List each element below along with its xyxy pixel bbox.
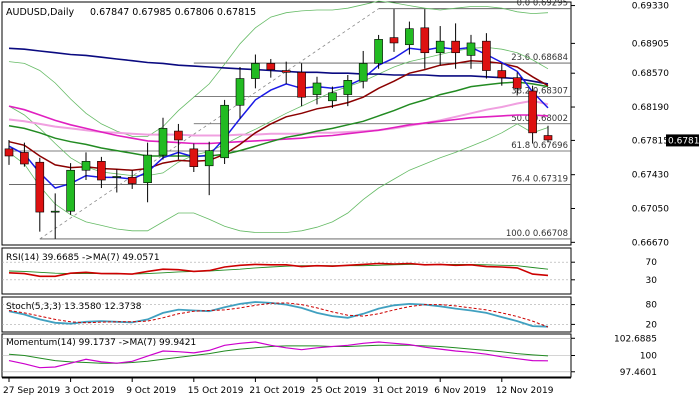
bollinger-lower <box>8 123 549 233</box>
candle-body <box>97 161 106 181</box>
candle-body <box>405 28 414 46</box>
x-tick-label: 3 Oct 2019 <box>65 386 115 396</box>
candle-body <box>158 128 168 156</box>
rsi-line <box>8 262 549 278</box>
momentum-tick-label: 97.4601 <box>620 368 657 378</box>
y-tick-label: 0.68190 <box>632 103 669 113</box>
candle-body <box>343 80 353 95</box>
y-tick-label: 0.66670 <box>632 238 669 248</box>
candle-body <box>127 177 137 184</box>
y-tick-label: 0.68905 <box>632 39 669 49</box>
stoch-tick-label: 20 <box>646 320 658 330</box>
x-tick-label: 6 Nov 2019 <box>434 386 486 396</box>
stoch-label: Stoch(5,3,3) 13.3580 12.3738 <box>6 302 142 312</box>
y-tick-label: 0.68570 <box>632 69 669 79</box>
fib-label: 50.0 0.68002 <box>511 114 568 124</box>
momentum-panel: 102.6885 100 97.4601 Momentum(14) 99.1737 … <box>1 333 657 378</box>
stoch-k-line <box>8 301 549 328</box>
candle-body <box>4 148 14 157</box>
stoch-d-line <box>8 302 549 328</box>
candle-body <box>482 40 491 71</box>
candle-body <box>251 63 260 79</box>
candle-body <box>35 161 45 213</box>
candle-body <box>81 161 91 171</box>
fib-label: 0.0 0.69295 <box>517 0 568 9</box>
x-tick-label: 27 Sep 2019 <box>3 386 60 396</box>
candle-body <box>512 77 522 89</box>
candle-body <box>497 70 507 78</box>
last-price-badge: 0.67815 <box>666 134 700 147</box>
candle-body <box>420 27 430 54</box>
date-x-axis: 27 Sep 2019 3 Oct 2019 9 Oct 2019 15 Oct 20… <box>2 377 571 396</box>
rsi-tick-label: 70 <box>646 258 658 268</box>
candle-body <box>66 169 75 212</box>
ema-green <box>8 81 549 157</box>
y-tick-label: 0.67050 <box>632 205 669 215</box>
candle-body <box>297 72 306 98</box>
bollinger-upper <box>8 0 549 137</box>
fibonacci-levels: 0.0 0.69295 23.6 0.68684 38.2 0.68307 50.0 … <box>9 0 571 240</box>
fib-label: 76.4 0.67319 <box>511 175 568 185</box>
candle-body <box>266 63 276 70</box>
fib-label: 61.8 0.67696 <box>511 141 568 151</box>
x-tick-label: 12 Nov 2019 <box>496 386 554 396</box>
candle-body <box>204 150 214 167</box>
candle-body <box>143 154 152 183</box>
candle-body <box>312 82 322 95</box>
candle-body <box>50 210 60 213</box>
candle-body <box>189 148 199 167</box>
momentum-line <box>8 341 549 369</box>
ohlc-header: 0.67847 0.67985 0.67806 0.67815 <box>90 7 256 18</box>
candle-body <box>112 176 122 178</box>
stoch-tick-label: 80 <box>646 301 658 311</box>
candle-body <box>374 39 383 64</box>
candle-body <box>435 40 445 54</box>
y-tick-label: 0.67815 <box>632 136 669 146</box>
candle-body <box>466 42 476 56</box>
x-tick-label: 21 Oct 2019 <box>249 386 305 396</box>
y-tick-label: 0.67430 <box>632 171 669 181</box>
candle-body <box>543 135 553 141</box>
candles <box>4 9 553 239</box>
ma-navy <box>8 47 549 85</box>
candle-body <box>328 92 337 102</box>
candle-body <box>528 90 537 134</box>
x-tick-label: 25 Oct 2019 <box>311 386 367 396</box>
last-price-label: 0.67815 <box>668 136 700 146</box>
stoch-panel: 80 20 Stoch(5,3,3) 13.3580 12.3738 <box>1 296 658 333</box>
fib-label: 100.0 0.66708 <box>506 229 568 239</box>
momentum-tick-label: 102.6885 <box>614 334 657 344</box>
momentum-tick-label: 100 <box>640 352 657 362</box>
rsi-label: RSI(14) 39.6685 ->MA(7) 49.0571 <box>6 253 160 263</box>
candle-body <box>451 40 460 54</box>
candle-body <box>220 104 229 159</box>
fib-label: 23.6 0.68684 <box>511 53 568 63</box>
candle-body <box>174 130 183 141</box>
x-tick-label: 15 Oct 2019 <box>188 386 244 396</box>
candle-body <box>281 70 291 73</box>
chart-title: AUDUSD,Daily <box>6 7 75 18</box>
rsi-tick-label: 30 <box>646 276 658 286</box>
x-tick-label: 9 Oct 2019 <box>126 386 176 396</box>
price-y-axis: 0.69330 0.68905 0.68570 0.68190 0.67815 0.674… <box>571 2 669 248</box>
y-tick-label: 0.69330 <box>632 2 669 12</box>
candle-body <box>20 152 29 165</box>
fib-label: 38.2 0.68307 <box>511 87 568 97</box>
price-panel: 0.0 0.69295 23.6 0.68684 38.2 0.68307 50.0 … <box>1 0 572 246</box>
x-tick-label: 31 Oct 2019 <box>373 386 429 396</box>
candle-body <box>358 63 368 82</box>
momentum-label: Momentum(14) 99.1737 ->MA(7) 99.9421 <box>6 338 196 348</box>
candle-body <box>235 78 245 106</box>
candle-body <box>389 37 399 44</box>
rsi-panel: 70 30 RSI(14) 39.6685 ->MA(7) 49.0571 <box>1 247 658 295</box>
fib-trend-line <box>39 8 379 240</box>
